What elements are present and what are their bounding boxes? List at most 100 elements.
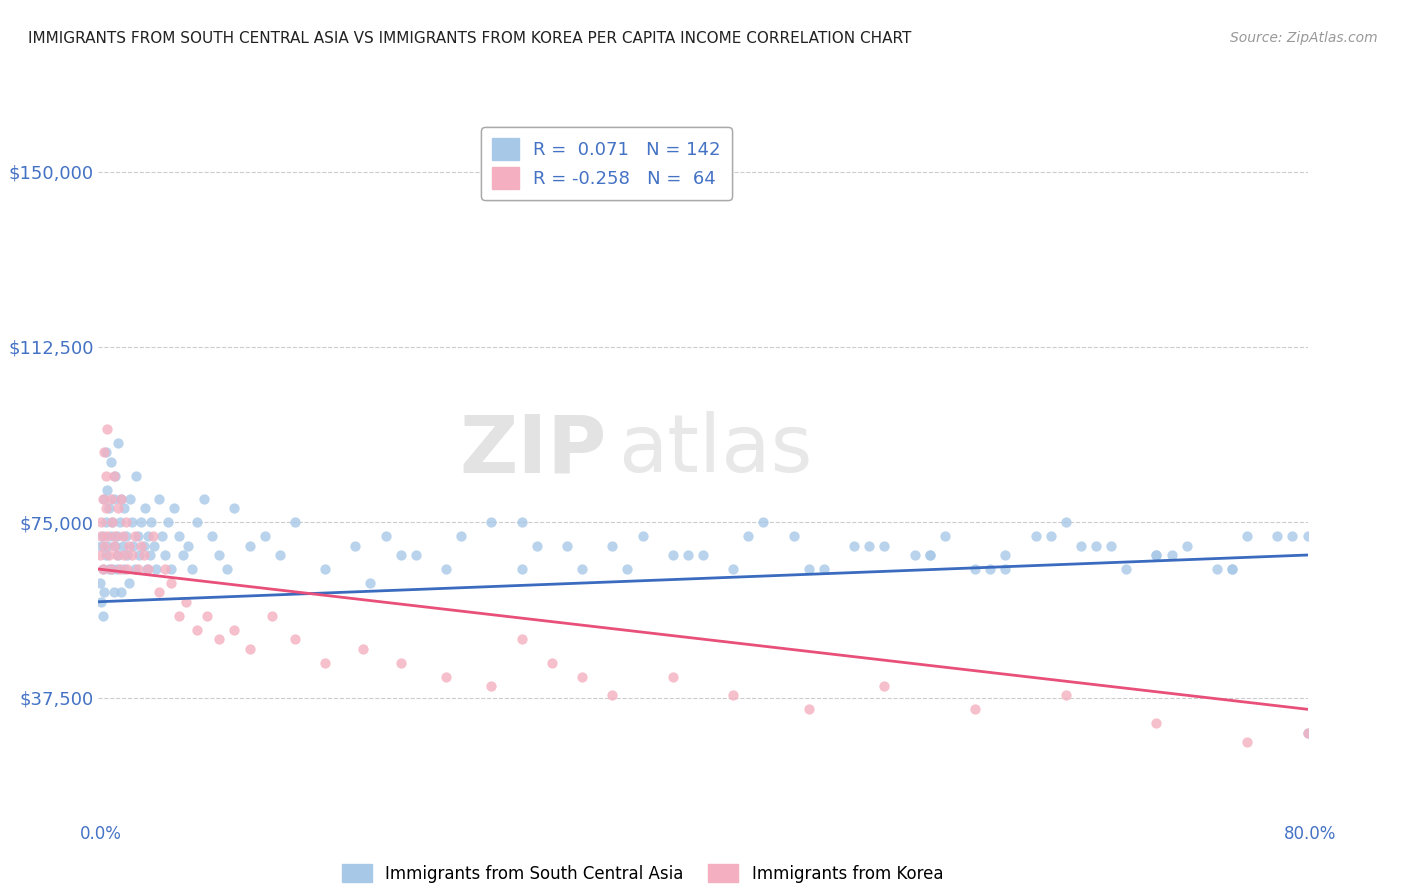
Point	[167, 529, 190, 543]
Point	[122, 539, 145, 553]
Point	[571, 669, 593, 683]
Point	[93, 445, 115, 459]
Point	[160, 576, 183, 591]
Point	[193, 491, 215, 506]
Text: atlas: atlas	[619, 411, 813, 490]
Point	[101, 562, 124, 576]
Point	[107, 548, 129, 562]
Point	[1296, 529, 1319, 543]
Point	[783, 529, 806, 543]
Point	[114, 529, 136, 543]
Point	[124, 562, 146, 576]
Point	[121, 516, 143, 530]
Point	[101, 516, 124, 530]
Point	[269, 548, 291, 562]
Point	[1296, 725, 1319, 739]
Point	[98, 501, 121, 516]
Text: 80.0%: 80.0%	[1284, 825, 1337, 843]
Point	[89, 576, 111, 591]
Point	[737, 529, 759, 543]
Text: Source: ZipAtlas.com: Source: ZipAtlas.com	[1230, 31, 1378, 45]
Point	[103, 491, 125, 506]
Point	[96, 422, 118, 436]
Point	[132, 548, 155, 562]
Point	[129, 539, 152, 553]
Point	[208, 632, 231, 647]
Point	[90, 539, 112, 553]
Point	[352, 641, 374, 656]
Point	[103, 468, 125, 483]
Point	[873, 539, 896, 553]
Point	[112, 548, 135, 562]
Point	[110, 491, 132, 506]
Point	[1144, 548, 1167, 562]
Point	[450, 529, 472, 543]
Point	[107, 435, 129, 450]
Point	[127, 529, 149, 543]
Point	[239, 641, 262, 656]
Point	[374, 529, 396, 543]
Point	[110, 585, 132, 599]
Point	[100, 529, 122, 543]
Point	[723, 562, 745, 576]
Point	[103, 585, 125, 599]
Point	[965, 702, 987, 716]
Point	[314, 562, 336, 576]
Point	[201, 529, 224, 543]
Point	[96, 529, 118, 543]
Point	[224, 501, 246, 516]
Point	[107, 501, 129, 516]
Point	[112, 501, 135, 516]
Point	[540, 656, 562, 670]
Point	[186, 623, 208, 637]
Point	[253, 529, 276, 543]
Point	[314, 656, 336, 670]
Point	[111, 539, 134, 553]
Point	[93, 585, 115, 599]
Point	[994, 562, 1017, 576]
Point	[1220, 562, 1243, 576]
Point	[118, 539, 141, 553]
Point	[114, 516, 136, 530]
Point	[844, 539, 866, 553]
Point	[108, 562, 131, 576]
Point	[186, 516, 208, 530]
Point	[510, 632, 533, 647]
Point	[389, 548, 412, 562]
Point	[148, 491, 170, 506]
Point	[1236, 735, 1258, 749]
Point	[156, 516, 179, 530]
Point	[616, 562, 638, 576]
Point	[1144, 548, 1167, 562]
Point	[965, 562, 987, 576]
Point	[89, 548, 111, 562]
Point	[172, 548, 194, 562]
Point	[115, 562, 138, 576]
Point	[344, 539, 367, 553]
Point	[163, 501, 186, 516]
Point	[1296, 725, 1319, 739]
Point	[98, 548, 121, 562]
Point	[150, 529, 173, 543]
Point	[1115, 562, 1137, 576]
Text: ZIP: ZIP	[458, 411, 606, 490]
Point	[94, 548, 117, 562]
Point	[96, 539, 118, 553]
Point	[1175, 539, 1198, 553]
Point	[1236, 529, 1258, 543]
Point	[918, 548, 941, 562]
Point	[115, 548, 138, 562]
Point	[434, 562, 457, 576]
Point	[434, 669, 457, 683]
Point	[94, 445, 117, 459]
Point	[91, 529, 114, 543]
Point	[105, 529, 128, 543]
Point	[873, 679, 896, 693]
Point	[1160, 548, 1182, 562]
Point	[1039, 529, 1062, 543]
Point	[1085, 539, 1108, 553]
Point	[167, 608, 190, 623]
Point	[93, 539, 115, 553]
Point	[602, 539, 624, 553]
Point	[195, 608, 218, 623]
